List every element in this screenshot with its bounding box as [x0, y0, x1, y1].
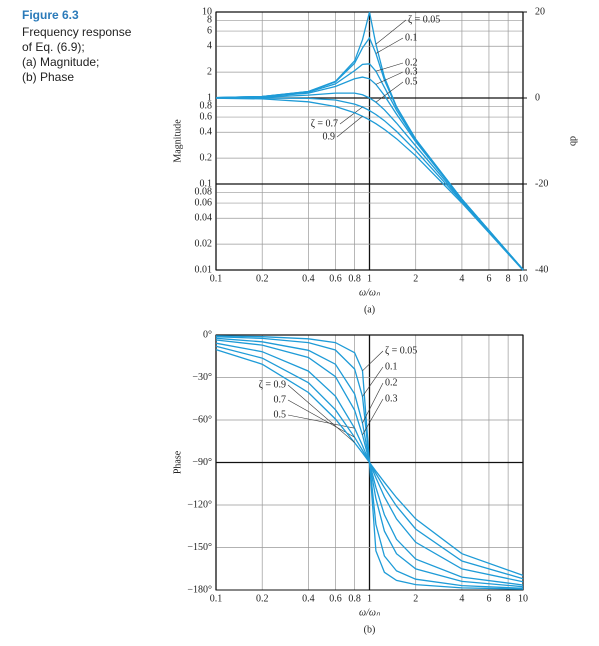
series-line — [215, 63, 524, 271]
x-tick-label: 0.6 — [329, 593, 342, 604]
y2-tick-label: 20 — [535, 6, 545, 17]
x-tick-label: 8 — [506, 593, 511, 604]
y2-tick-label: -20 — [535, 178, 548, 189]
leader-line — [287, 414, 355, 429]
series-label: 0.3 — [405, 66, 418, 77]
series-label: 0.3 — [385, 393, 398, 404]
y-tick-label: 0.2 — [200, 152, 213, 163]
x-axis-label: ω/ωₙ — [359, 287, 381, 298]
leader-line — [336, 116, 363, 138]
series-line — [216, 97, 524, 271]
series-label: 0.7 — [274, 394, 287, 405]
x-tick-label: 8 — [506, 273, 511, 284]
chart-subtitle: (b) — [364, 624, 376, 635]
caption-line: (a) Magnitude; — [22, 55, 100, 69]
y-tick-label: −30° — [192, 372, 212, 383]
y-tick-label: 6 — [207, 25, 212, 36]
y-tick-label: 0.8 — [200, 101, 213, 112]
series-label: ζ = 0.7 — [311, 118, 338, 129]
series-label: 0.1 — [385, 361, 398, 372]
series-line — [215, 76, 524, 271]
y2-tick-label: 0 — [535, 92, 540, 103]
x-tick-label: 0.4 — [302, 593, 315, 604]
series-label: 0.5 — [405, 76, 418, 87]
y-tick-label: 0.04 — [195, 213, 213, 224]
leader-line — [375, 62, 404, 72]
leader-line — [362, 382, 384, 424]
caption-line: of Eq. (6.9); — [22, 40, 85, 54]
plot-frame — [215, 334, 524, 591]
caption-line: (b) Phase — [22, 70, 75, 84]
series-label: ζ = 0.05 — [385, 345, 417, 356]
y-tick-label: −120° — [187, 499, 212, 510]
y-tick-label: −60° — [192, 414, 212, 425]
series-label: 0.1 — [405, 32, 418, 43]
x-tick-label: 0.4 — [302, 273, 315, 284]
x-tick-label: 0.6 — [329, 273, 342, 284]
y-tick-label: 8 — [207, 15, 212, 26]
series-label: ζ = 0.9 — [259, 379, 286, 390]
caption: Figure 6.3 Frequency response of Eq. (6.… — [22, 8, 172, 85]
y2-tick-label: -40 — [535, 264, 548, 275]
y-tick-label: 2 — [207, 66, 212, 77]
leader-line — [287, 399, 355, 438]
y-tick-label: 1 — [207, 92, 212, 103]
x-tick-label: 1 — [367, 593, 372, 604]
x-tick-label: 4 — [459, 273, 464, 284]
leader-line — [287, 384, 355, 443]
x-tick-label: 2 — [413, 593, 418, 604]
series-line — [215, 92, 524, 271]
x-tick-label: 1 — [367, 273, 372, 284]
y-axis-label: Magnitude — [172, 119, 183, 163]
y-tick-label: 0.01 — [195, 264, 213, 275]
x-tick-label: 0.8 — [348, 593, 361, 604]
leader-line — [375, 19, 407, 45]
y-tick-label: 0.1 — [200, 178, 213, 189]
y-tick-label: −90° — [192, 457, 212, 468]
y-tick-label: 0.08 — [195, 187, 213, 198]
x-tick-label: 2 — [413, 273, 418, 284]
x-tick-label: 0.2 — [256, 273, 269, 284]
leader-line — [362, 398, 384, 436]
x-tick-label: 0.2 — [256, 593, 269, 604]
y-tick-label: 0.6 — [200, 111, 213, 122]
y-tick-label: 10 — [202, 6, 212, 17]
y-tick-label: 0.4 — [200, 127, 213, 138]
leader-line — [375, 81, 404, 103]
series-label: 0.2 — [385, 377, 398, 388]
x-tick-label: 10 — [518, 593, 528, 604]
series-label: 0.5 — [274, 409, 287, 420]
x-tick-label: 0.1 — [210, 593, 223, 604]
series-label: 0.9 — [323, 131, 336, 142]
series-line — [215, 97, 524, 271]
series-label: 0.2 — [405, 57, 418, 68]
leader-line — [339, 106, 363, 125]
y-tick-label: 0° — [203, 329, 212, 340]
y-tick-label: 4 — [207, 41, 212, 52]
y-tick-label: 0.06 — [195, 197, 213, 208]
caption-line: Frequency response — [22, 25, 132, 39]
x-tick-label: 4 — [459, 593, 464, 604]
chart-subtitle: (a) — [364, 304, 375, 315]
x-tick-label: 6 — [486, 593, 491, 604]
x-tick-label: 6 — [486, 273, 491, 284]
x-tick-label: 0.8 — [348, 273, 361, 284]
leader-line — [362, 366, 384, 397]
y2-axis-label: db — [568, 136, 579, 146]
series-line — [215, 348, 524, 577]
figure-number: Figure 6.3 — [22, 8, 79, 22]
y-tick-label: −150° — [187, 542, 212, 553]
leader-line — [362, 350, 384, 372]
y-tick-label: 0.02 — [195, 238, 213, 249]
x-tick-label: 0.1 — [210, 273, 223, 284]
x-tick-label: 10 — [518, 273, 528, 284]
y-tick-label: −180° — [187, 584, 212, 595]
y-axis-label: Phase — [172, 450, 183, 474]
series-label: ζ = 0.05 — [408, 14, 440, 25]
leader-line — [375, 37, 404, 54]
x-axis-label: ω/ωₙ — [359, 607, 381, 618]
leader-line — [375, 71, 404, 85]
